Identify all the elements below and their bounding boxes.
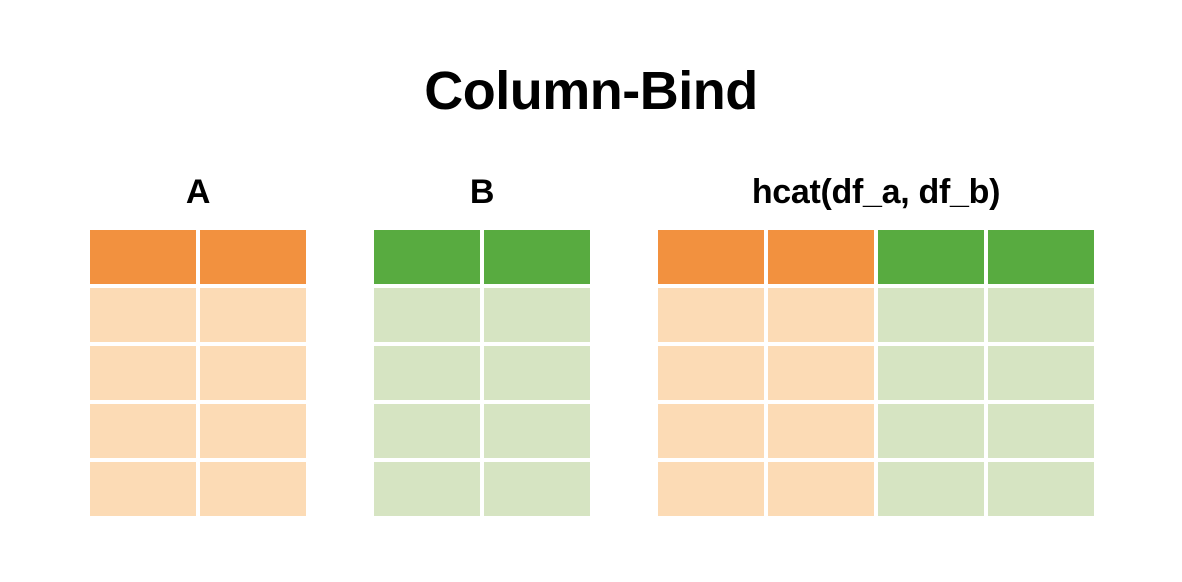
- table-body-cell: [988, 462, 1094, 516]
- table-body-cell: [484, 346, 590, 400]
- table-header-cell: [200, 230, 306, 284]
- table-body-cell: [90, 462, 196, 516]
- table-body-cell: [90, 346, 196, 400]
- table-body-cell: [878, 288, 984, 342]
- table-body-cell: [658, 404, 764, 458]
- table-body-cell: [90, 288, 196, 342]
- diagram-title: Column-Bind: [424, 61, 758, 121]
- table-body-cell: [200, 346, 306, 400]
- table-header-cell: [484, 230, 590, 284]
- table-body-cell: [200, 462, 306, 516]
- table-body-cell: [484, 404, 590, 458]
- table-body-cell: [374, 288, 480, 342]
- table-body-cell: [374, 346, 480, 400]
- table-b-label: B: [469, 173, 495, 211]
- table-header-cell: [374, 230, 480, 284]
- table-body-cell: [988, 346, 1094, 400]
- table-body-cell: [878, 346, 984, 400]
- table-a: [90, 230, 306, 516]
- table-result-label: hcat(df_a, df_b): [751, 173, 1001, 211]
- table-b: [374, 230, 590, 516]
- table-body-cell: [658, 462, 764, 516]
- table-body-cell: [484, 288, 590, 342]
- table-body-cell: [374, 404, 480, 458]
- table-header-cell: [768, 230, 874, 284]
- table-body-cell: [658, 346, 764, 400]
- table-body-cell: [768, 288, 874, 342]
- table-header-cell: [658, 230, 764, 284]
- table-header-cell: [988, 230, 1094, 284]
- table-body-cell: [200, 288, 306, 342]
- table-body-cell: [988, 288, 1094, 342]
- table-body-cell: [200, 404, 306, 458]
- table-header-cell: [878, 230, 984, 284]
- table-body-cell: [768, 404, 874, 458]
- table-body-cell: [658, 288, 764, 342]
- table-hcat-result: [658, 230, 1094, 516]
- table-a-label: A: [185, 173, 211, 211]
- table-body-cell: [768, 346, 874, 400]
- table-body-cell: [878, 404, 984, 458]
- table-header-cell: [90, 230, 196, 284]
- table-body-cell: [374, 462, 480, 516]
- table-body-cell: [878, 462, 984, 516]
- table-body-cell: [768, 462, 874, 516]
- table-body-cell: [90, 404, 196, 458]
- table-body-cell: [484, 462, 590, 516]
- table-body-cell: [988, 404, 1094, 458]
